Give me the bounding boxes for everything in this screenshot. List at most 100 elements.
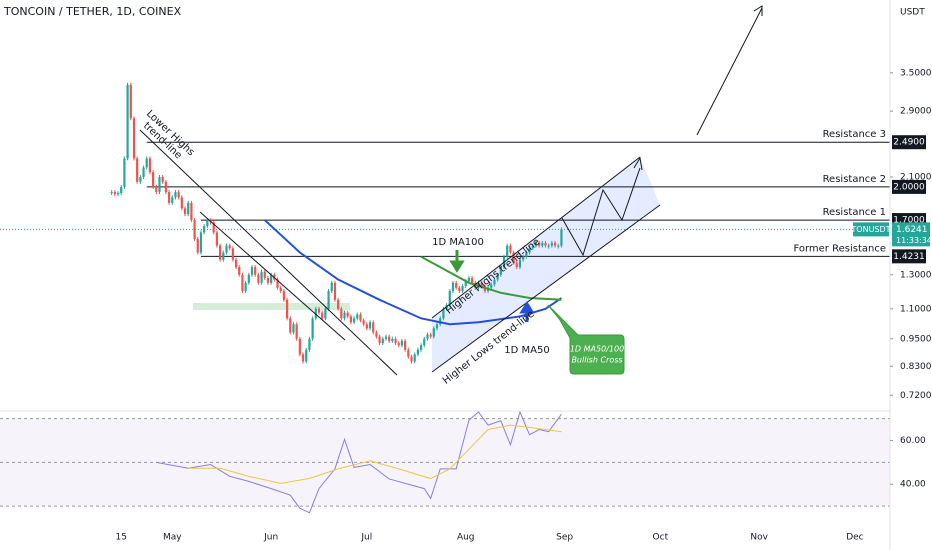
candle	[177, 192, 180, 198]
x-tick-label: Nov	[750, 533, 768, 543]
candle	[132, 118, 136, 159]
candle	[372, 322, 375, 333]
candle	[116, 193, 120, 195]
candle	[123, 158, 126, 187]
candle	[190, 202, 193, 221]
candle	[359, 314, 362, 321]
candle	[231, 248, 234, 260]
candle	[381, 338, 384, 344]
y-tick-label: 0.7200	[900, 391, 932, 401]
symbol: TONUSDT	[850, 225, 890, 234]
candle	[525, 252, 528, 257]
candle	[432, 328, 435, 337]
y-tick-label: 40.00	[900, 480, 926, 490]
x-tick-label: Oct	[653, 533, 669, 543]
candle	[531, 245, 534, 249]
candle	[423, 338, 426, 346]
support-zone	[193, 303, 350, 310]
candle	[171, 197, 174, 203]
candle	[289, 318, 292, 333]
candle	[480, 282, 483, 287]
candle	[295, 324, 298, 339]
y-tick-label: 60.00	[900, 436, 926, 446]
candle	[404, 340, 407, 350]
x-tick-label: 15	[115, 533, 126, 543]
candle	[451, 282, 455, 292]
candle	[378, 336, 381, 344]
candle	[410, 356, 413, 362]
candle	[330, 282, 333, 292]
candle	[419, 345, 423, 350]
candle	[180, 197, 183, 209]
candle	[152, 172, 155, 187]
candle	[337, 299, 340, 309]
candle	[550, 242, 553, 246]
marks	[110, 82, 563, 514]
candle	[544, 242, 547, 246]
candle	[301, 354, 305, 362]
candle	[407, 349, 410, 357]
ma-label: 1D MA100	[432, 237, 484, 248]
candle	[292, 324, 295, 333]
candle	[174, 192, 177, 198]
candle	[305, 349, 308, 362]
price-label: 1.6241	[896, 225, 928, 235]
candle	[110, 192, 113, 194]
candle	[557, 245, 560, 247]
candle	[467, 277, 471, 282]
candle	[397, 343, 400, 346]
candle	[324, 308, 327, 319]
symbol-box	[853, 222, 889, 237]
channel-bottom	[431, 204, 661, 373]
candle	[148, 158, 152, 173]
candle	[247, 274, 250, 283]
candle	[442, 308, 445, 319]
y-tick-label: 3.5000	[900, 68, 932, 78]
level-label: 2.4900	[893, 138, 925, 148]
candle	[254, 267, 257, 275]
candle	[244, 282, 247, 292]
candle	[391, 338, 394, 341]
candle	[541, 242, 544, 246]
candle	[327, 291, 330, 309]
candle	[375, 332, 378, 337]
candle	[448, 291, 451, 306]
candle	[193, 220, 196, 239]
price-box	[892, 222, 930, 247]
candle	[219, 245, 222, 260]
candle	[435, 324, 439, 329]
candle	[534, 242, 538, 246]
candle	[266, 277, 270, 283]
candle	[308, 338, 311, 350]
candle	[522, 256, 525, 260]
candle	[515, 262, 518, 268]
candle	[139, 176, 142, 182]
candle	[183, 208, 187, 215]
level-label: 2.0000	[893, 182, 925, 192]
countdown: 11:33:34	[896, 236, 932, 245]
candle	[499, 267, 502, 275]
candle	[298, 338, 301, 355]
candle	[560, 229, 563, 246]
level-label: 1.7000	[893, 216, 925, 226]
candle	[279, 287, 282, 292]
candle	[285, 299, 289, 319]
candle	[365, 324, 368, 329]
channel-top	[431, 156, 641, 319]
candle	[311, 318, 314, 339]
candle	[241, 274, 244, 292]
y-tick-label: 0.8300	[900, 362, 932, 372]
candle	[458, 287, 461, 292]
candle	[553, 242, 557, 246]
candle	[215, 232, 219, 246]
callout	[547, 304, 625, 375]
series-line	[420, 255, 562, 301]
candle	[455, 282, 458, 288]
series-line	[188, 424, 562, 484]
level-box	[892, 135, 926, 150]
x-tick-label: May	[163, 533, 182, 543]
candle	[126, 84, 129, 159]
candle	[234, 259, 238, 268]
candle	[167, 192, 171, 203]
candle	[222, 252, 225, 260]
